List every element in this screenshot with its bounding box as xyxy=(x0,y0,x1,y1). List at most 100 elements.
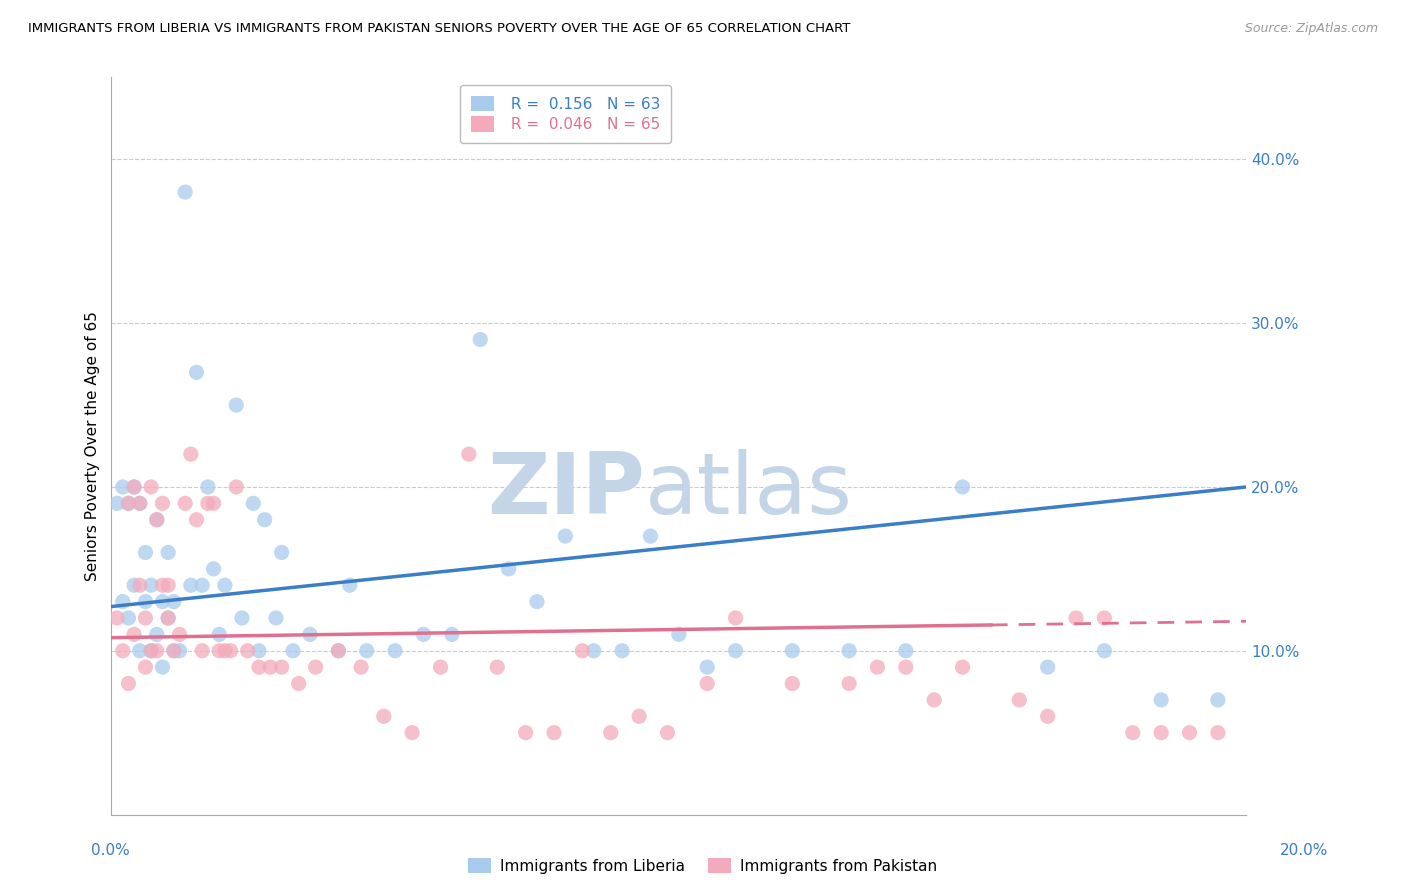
Point xyxy=(152,594,174,608)
Point xyxy=(122,480,145,494)
Point xyxy=(191,644,214,658)
Point xyxy=(202,562,225,576)
Point xyxy=(287,676,309,690)
Point xyxy=(247,660,270,674)
Point xyxy=(384,644,406,658)
Point xyxy=(242,496,264,510)
Point xyxy=(152,660,174,674)
Point xyxy=(139,644,162,658)
Point xyxy=(146,513,169,527)
Point xyxy=(412,627,434,641)
Point xyxy=(163,644,186,658)
Point xyxy=(225,480,247,494)
Point xyxy=(339,578,361,592)
Legend:  R =  0.156   N = 63,  R =  0.046   N = 65: R = 0.156 N = 63, R = 0.046 N = 65 xyxy=(460,85,671,143)
Point xyxy=(202,496,225,510)
Point xyxy=(214,644,236,658)
Point xyxy=(1122,725,1144,739)
Point xyxy=(599,725,621,739)
Point xyxy=(922,693,945,707)
Point xyxy=(117,676,139,690)
Point xyxy=(1092,611,1115,625)
Point xyxy=(111,594,134,608)
Point xyxy=(157,611,180,625)
Point xyxy=(117,496,139,510)
Point xyxy=(163,594,186,608)
Point xyxy=(105,611,128,625)
Point xyxy=(724,644,747,658)
Point xyxy=(350,660,373,674)
Text: Source: ZipAtlas.com: Source: ZipAtlas.com xyxy=(1244,22,1378,36)
Point xyxy=(429,660,451,674)
Point xyxy=(174,496,197,510)
Point xyxy=(208,627,231,641)
Text: ZIP: ZIP xyxy=(486,449,645,532)
Point xyxy=(191,578,214,592)
Point xyxy=(169,644,191,658)
Point xyxy=(1008,693,1031,707)
Point xyxy=(657,725,679,739)
Text: 0.0%: 0.0% xyxy=(91,843,131,858)
Point xyxy=(952,480,974,494)
Point xyxy=(197,480,219,494)
Point xyxy=(163,644,186,658)
Point xyxy=(146,644,169,658)
Point xyxy=(231,611,253,625)
Point xyxy=(838,644,860,658)
Point xyxy=(696,660,718,674)
Point xyxy=(610,644,633,658)
Point xyxy=(1206,693,1229,707)
Point xyxy=(1150,725,1173,739)
Point xyxy=(169,627,191,641)
Point xyxy=(1178,725,1201,739)
Point xyxy=(180,447,202,461)
Point xyxy=(1150,693,1173,707)
Point xyxy=(571,644,593,658)
Point xyxy=(440,627,463,641)
Point xyxy=(328,644,350,658)
Point xyxy=(236,644,259,658)
Point xyxy=(457,447,479,461)
Point xyxy=(1036,660,1059,674)
Point xyxy=(214,578,236,592)
Point xyxy=(486,660,509,674)
Point xyxy=(356,644,378,658)
Point xyxy=(105,496,128,510)
Point xyxy=(139,644,162,658)
Point xyxy=(1206,725,1229,739)
Point xyxy=(197,496,219,510)
Point xyxy=(146,513,169,527)
Point xyxy=(122,480,145,494)
Point xyxy=(122,627,145,641)
Point xyxy=(894,660,917,674)
Point xyxy=(838,676,860,690)
Point xyxy=(270,545,292,559)
Point xyxy=(554,529,576,543)
Point xyxy=(1092,644,1115,658)
Point xyxy=(782,676,804,690)
Point xyxy=(305,660,328,674)
Point xyxy=(146,627,169,641)
Point xyxy=(668,627,690,641)
Point xyxy=(298,627,321,641)
Point xyxy=(157,611,180,625)
Point xyxy=(247,644,270,658)
Point xyxy=(128,644,150,658)
Point xyxy=(373,709,395,723)
Text: IMMIGRANTS FROM LIBERIA VS IMMIGRANTS FROM PAKISTAN SENIORS POVERTY OVER THE AGE: IMMIGRANTS FROM LIBERIA VS IMMIGRANTS FR… xyxy=(28,22,851,36)
Point xyxy=(259,660,281,674)
Point xyxy=(470,333,492,347)
Point xyxy=(866,660,889,674)
Text: 20.0%: 20.0% xyxy=(1281,843,1329,858)
Point xyxy=(139,578,162,592)
Point xyxy=(157,578,180,592)
Point xyxy=(498,562,520,576)
Point xyxy=(117,496,139,510)
Point xyxy=(157,545,180,559)
Point xyxy=(253,513,276,527)
Point xyxy=(139,480,162,494)
Point xyxy=(111,480,134,494)
Point xyxy=(180,578,202,592)
Point xyxy=(186,365,208,379)
Point xyxy=(128,496,150,510)
